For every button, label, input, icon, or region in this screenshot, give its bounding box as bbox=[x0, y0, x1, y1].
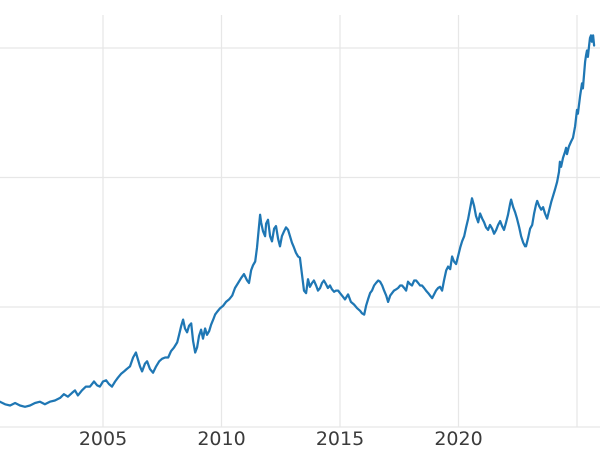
series-line bbox=[0, 34, 596, 408]
x-tick-label-2020: 2020 bbox=[434, 428, 482, 450]
x-tick-label-2015: 2015 bbox=[316, 428, 364, 450]
horizontal-gridlines bbox=[0, 47, 600, 308]
vertical-gridlines bbox=[102, 15, 578, 427]
data-series bbox=[0, 34, 596, 408]
x-tick-labels: 2005 2010 2015 2020 bbox=[79, 428, 483, 450]
x-tick-label-2005: 2005 bbox=[79, 428, 127, 450]
x-tick-label-2010: 2010 bbox=[197, 428, 245, 450]
